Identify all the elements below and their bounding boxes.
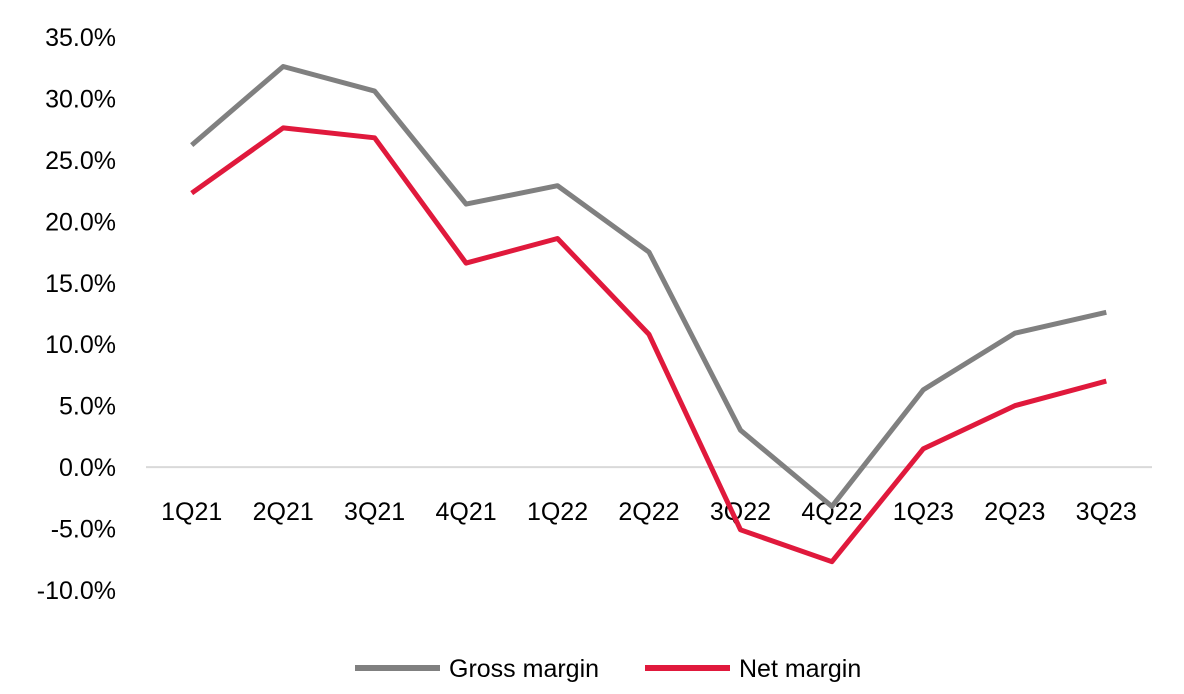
series-line-net-margin [190,125,1107,565]
legend: Gross margin Net margin [355,655,861,683]
x-tick-label: 2Q22 [618,498,679,526]
y-tick-label: 0.0% [59,454,116,482]
y-tick-label: 30.0% [45,85,116,113]
series-line-gross-margin [190,64,1107,509]
x-tick-label: 1Q22 [527,498,588,526]
y-tick-label: -5.0% [51,516,116,544]
x-tick-label: 3Q22 [710,498,771,526]
y-tick-label: 15.0% [45,270,116,298]
x-axis: 1Q21 2Q21 3Q21 4Q21 1Q22 2Q22 3Q22 4Q22 1Q23 2Q23… [161,498,1137,526]
x-tick-label: 4Q21 [436,498,497,526]
x-tick-label: 2Q21 [253,498,314,526]
y-axis: 35.0% 30.0% 25.0% 20.0% 15.0% 10.0% 5.0% 0.0% -5… [37,24,116,605]
y-tick-label: -10.0% [37,577,116,605]
x-tick-label: 1Q23 [893,498,954,526]
legend-label: Gross margin [449,655,599,683]
series-layer [190,64,1107,565]
y-tick-label: 10.0% [45,331,116,359]
x-tick-label: 3Q23 [1076,498,1137,526]
y-tick-label: 35.0% [45,24,116,52]
legend-label: Net margin [739,655,861,683]
x-tick-label: 2Q23 [984,498,1045,526]
x-tick-label: 3Q21 [344,498,405,526]
y-tick-label: 25.0% [45,147,116,175]
x-tick-label: 1Q21 [161,498,222,526]
y-tick-label: 20.0% [45,208,116,236]
y-tick-label: 5.0% [59,393,116,421]
x-tick-label: 4Q22 [801,498,862,526]
